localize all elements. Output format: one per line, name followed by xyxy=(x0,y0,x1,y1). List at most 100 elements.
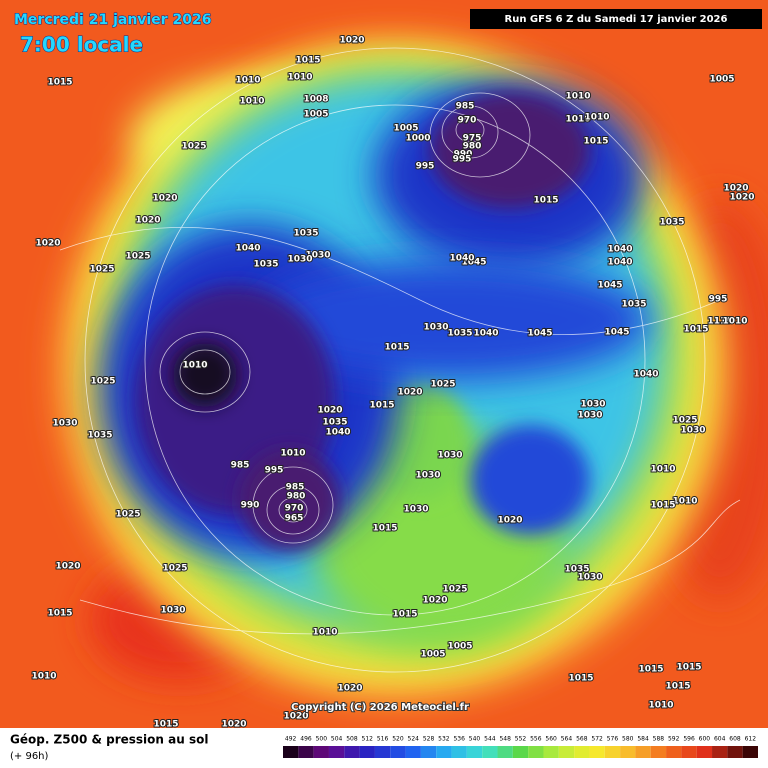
isobar-label: 1015 xyxy=(392,610,417,620)
scale-label: 536 xyxy=(453,736,465,743)
scale-label: 552 xyxy=(515,736,527,743)
isobar-label: 985 xyxy=(456,102,475,112)
isobar-label: 1010 xyxy=(235,76,260,86)
scale-swatch xyxy=(482,746,498,758)
isobar-label: 970 xyxy=(458,116,477,126)
isobar-label: 1020 xyxy=(723,184,748,194)
isobar-label: 965 xyxy=(285,514,304,524)
scale-label: 608 xyxy=(729,736,741,743)
isobar-label: 1010 xyxy=(280,449,305,459)
scale-swatch xyxy=(650,746,667,758)
isobar-label: 1010 xyxy=(650,465,675,475)
scale-label: 600 xyxy=(699,736,711,743)
scale-swatch xyxy=(344,746,360,758)
scale-label: 508 xyxy=(346,736,358,743)
scale-swatch xyxy=(405,746,421,758)
isobar-label: 1030 xyxy=(437,451,462,461)
isobar-label: 1010 xyxy=(31,672,56,682)
scale-label: 492 xyxy=(285,736,297,743)
isobar-label: 1030 xyxy=(160,606,185,616)
isobar-label: 980 xyxy=(463,142,482,152)
scale-label: 500 xyxy=(316,736,328,743)
isobar-label: 1020 xyxy=(283,712,308,722)
time: 7:00 locale xyxy=(20,33,143,57)
isobar-label: 1015 xyxy=(372,524,397,534)
scale-swatch xyxy=(528,746,544,758)
scale-label: 544 xyxy=(484,736,496,743)
isobar-label: 1025 xyxy=(89,265,114,275)
isobar-label: 1025 xyxy=(672,416,697,426)
isobar-label: 1025 xyxy=(115,510,140,520)
isobar-label: 1025 xyxy=(181,142,206,152)
copyright: Copyright (C) 2026 Meteociel.fr xyxy=(291,702,469,713)
scale-swatch xyxy=(436,746,452,758)
isobar-label: 980 xyxy=(287,492,306,502)
scale-label: 584 xyxy=(637,736,649,743)
isobar-label: 1040 xyxy=(325,428,350,438)
isobar-label: 1020 xyxy=(135,216,160,226)
isobar-label: 1020 xyxy=(35,239,60,249)
color-scale: 492 496 500 504 508 512 516 520 524 528 532 536 540 5… xyxy=(283,736,758,758)
isobar-label: 1010 xyxy=(287,73,312,83)
isobar-label: 1030 xyxy=(680,426,705,436)
isobar-label: 1035 xyxy=(659,218,684,228)
isobar-label: 975 xyxy=(463,134,482,144)
isobar-label: 1005 xyxy=(393,124,418,134)
isobar-label: 1040 xyxy=(235,244,260,254)
isobar-label: 1015 xyxy=(583,137,608,147)
isobar-label: 1015 xyxy=(568,674,593,684)
isobar-label: 1020 xyxy=(339,36,364,46)
isobar-label: 1010 xyxy=(565,115,590,125)
scale-label: 596 xyxy=(683,736,695,743)
isobar-label: 1020 xyxy=(221,720,246,730)
scale-swatch xyxy=(512,746,529,758)
scale-swatch xyxy=(497,746,513,758)
isobar-label: 1035 xyxy=(621,300,646,310)
scale-swatch xyxy=(298,746,314,758)
scale-swatch xyxy=(666,746,682,758)
scale-swatch xyxy=(712,746,728,758)
isobar-label: 1015 xyxy=(683,325,708,335)
scale-swatch xyxy=(466,746,483,758)
isobar-label: 1110 xyxy=(707,317,732,327)
scale-label: 516 xyxy=(377,736,389,743)
isobar-label: 1015 xyxy=(47,78,72,88)
isobar-label: 1010 xyxy=(722,317,747,327)
isobar-label: 1015 xyxy=(676,663,701,673)
scale-swatch xyxy=(451,746,467,758)
isobar-label: 1030 xyxy=(415,471,440,481)
isobar-label: 1000 xyxy=(405,134,430,144)
isobar-label: 1015 xyxy=(47,609,72,619)
isobar-label: 1020 xyxy=(497,516,522,526)
scale-label: 504 xyxy=(331,736,343,743)
scale-label: 588 xyxy=(653,736,665,743)
scale-label: 528 xyxy=(423,736,435,743)
isobar-label: 1020 xyxy=(317,406,342,416)
isobar-label: 995 xyxy=(416,162,435,172)
scale-label: 532 xyxy=(438,736,450,743)
isobar-label: 1010 xyxy=(648,701,673,711)
scale-swatch xyxy=(620,746,636,758)
scale-swatch xyxy=(390,746,406,758)
scale-label: 568 xyxy=(576,736,588,743)
scale-label: 520 xyxy=(392,736,404,743)
run-box xyxy=(470,9,762,29)
run: Run GFS 6 Z du Samedi 17 janvier 2026 xyxy=(505,14,728,25)
isobar-label: 1020 xyxy=(337,684,362,694)
isobar-label: 1040 xyxy=(633,370,658,380)
isobar-label: 985 xyxy=(286,483,305,493)
isobar-label: 1010 xyxy=(239,97,264,107)
isobar-label: 1008 xyxy=(303,95,328,105)
scale-swatch xyxy=(420,746,437,758)
isobar-label: 1015 xyxy=(295,56,320,66)
isobar-label: 1035 xyxy=(322,418,347,428)
scale-label: 496 xyxy=(300,736,312,743)
isobar-label: 1030 xyxy=(423,323,448,333)
scale-label: 564 xyxy=(561,736,573,743)
isobar-label: 1015 xyxy=(533,196,558,206)
scale-swatch xyxy=(283,746,299,758)
scale-label: 576 xyxy=(607,736,619,743)
isobar-label: 1005 xyxy=(447,642,472,652)
scale-swatch xyxy=(589,746,605,758)
scale-label: 592 xyxy=(668,736,680,743)
